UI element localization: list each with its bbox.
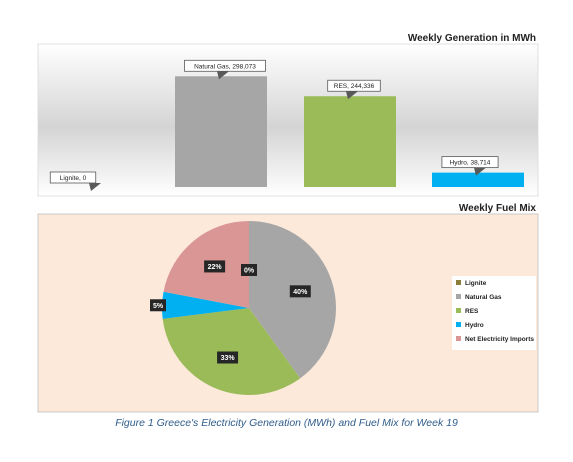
- callout-label: Natural Gas, 298,073: [194, 63, 256, 70]
- pie-label-text: 40%: [293, 289, 308, 296]
- callout-label: Lignite, 0: [60, 175, 87, 182]
- legend-item-res: RES: [456, 308, 479, 315]
- bar-callouts: Lignite, 0 Natural Gas, 298,073 RES, 244,3…: [49, 59, 499, 191]
- pie-label-hydro: 5%: [150, 299, 166, 312]
- legend-item-lignite: Lignite: [456, 280, 487, 287]
- pie-label-net-electricity-imports: 22%: [204, 260, 226, 273]
- callout-pointer: [346, 91, 358, 100]
- pie-legend: Lignite Natural Gas RES Hydro Net Electricit…: [452, 276, 536, 350]
- legend-swatch: [456, 294, 461, 299]
- pie-label-box: [289, 285, 311, 298]
- legend-label: Net Electricity Imports: [465, 336, 534, 343]
- pie-label-box: [150, 299, 166, 312]
- bar-chart-plot-area: [37, 43, 539, 197]
- slice-natural-gas: [249, 221, 337, 379]
- callout-res: RES, 244,336: [327, 79, 381, 100]
- legend-swatch: [456, 280, 461, 285]
- pie-chart-title: Weekly Fuel Mix: [459, 203, 537, 214]
- legend-swatch: [456, 308, 461, 313]
- pie-label-lignite: 0%: [241, 264, 257, 276]
- callout-pointer: [217, 71, 229, 80]
- pie-label-natural-gas: 40%: [289, 285, 311, 298]
- pie-labels: 0% 40% 33% 5% 22%: [150, 260, 311, 364]
- bar-series: [175, 76, 524, 187]
- bar-chart-title: Weekly Generation in MWh: [408, 33, 536, 44]
- callout-natural-gas: Natural Gas, 298,073: [184, 59, 266, 80]
- callout-pointer: [89, 183, 101, 191]
- pie-label-box: [204, 260, 226, 273]
- legend-label: Lignite: [465, 280, 487, 287]
- pie-label-box: [241, 264, 257, 276]
- callout-box: [49, 171, 97, 184]
- pie-label-text: 5%: [153, 303, 164, 310]
- legend-item-natural-gas: Natural Gas: [456, 294, 502, 301]
- legend-box: [452, 276, 536, 350]
- pie-label-text: 0%: [244, 268, 255, 275]
- pie-slices: [162, 221, 337, 396]
- callout-pointer: [474, 167, 486, 176]
- pie-label-box: [217, 351, 239, 364]
- slice-hydro: [162, 291, 249, 319]
- legend-item-net-electricity-imports: Net Electricity Imports: [456, 336, 534, 343]
- legend-label: Natural Gas: [465, 294, 502, 301]
- pie-label-text: 33%: [221, 355, 236, 362]
- callout-box: [441, 156, 499, 169]
- callout-label: RES, 244,336: [334, 83, 375, 90]
- bar-natural-gas: [175, 76, 267, 187]
- slice-res: [162, 308, 301, 396]
- figure-caption: Figure 1 Greece's Electricity Generation…: [115, 417, 458, 429]
- callout-label: Hydro, 38,714: [450, 160, 491, 167]
- callout-hydro: Hydro, 38,714: [441, 156, 499, 176]
- pie-label-text: 22%: [208, 264, 223, 271]
- pie-chart: Weekly Fuel Mix 0% 40% 33% 5% 22% Lignite Nat…: [37, 203, 539, 413]
- callout-lignite: Lignite, 0: [49, 171, 101, 191]
- legend-item-hydro: Hydro: [456, 322, 484, 329]
- bar-chart: Weekly Generation in MWh Lignite, 0 Natur…: [37, 33, 539, 197]
- legend-swatch: [456, 322, 461, 327]
- legend-swatch: [456, 336, 461, 341]
- pie-label-res: 33%: [217, 351, 239, 364]
- bar-hydro: [432, 172, 524, 187]
- bar-res: [304, 96, 396, 187]
- legend-label: Hydro: [465, 322, 484, 329]
- legend-label: RES: [465, 308, 479, 315]
